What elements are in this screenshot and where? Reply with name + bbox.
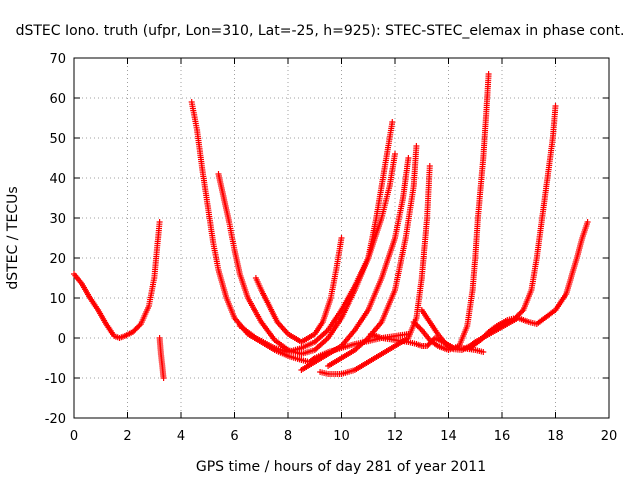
x-tick-label: 14	[440, 429, 457, 444]
y-tick-label: 40	[49, 172, 66, 187]
ticks	[73, 57, 610, 419]
x-tick-label: 18	[547, 429, 564, 444]
plus-point	[298, 155, 412, 373]
y-tick-label: 50	[49, 132, 66, 147]
y-tick-labels: -20 -10 0 10 20 30 40 50 60 70	[45, 52, 66, 427]
chart-title: dSTEC Iono. truth (ufpr, Lon=310, Lat=-2…	[16, 23, 625, 39]
y-tick-label: -10	[45, 372, 66, 387]
y-axis-label: dSTEC / TECUs	[5, 186, 21, 289]
series-arc13	[466, 103, 559, 351]
x-axis-label: GPS time / hours of day 281 of year 2011	[196, 459, 486, 475]
series-arc7	[298, 155, 412, 373]
x-tick-label: 4	[177, 429, 185, 444]
plus-point	[252, 235, 345, 345]
x-tick-label: 12	[387, 429, 404, 444]
plus-point	[215, 119, 396, 357]
x-tick-labels: 0 2 4 6 8 10 12 14 16 18 20	[70, 429, 617, 444]
x-tick-label: 2	[123, 429, 131, 444]
plus-point	[466, 103, 559, 351]
y-tick-label: 20	[49, 252, 66, 267]
x-tick-label: 8	[284, 429, 292, 444]
plus-point	[71, 219, 163, 341]
series-arc4	[215, 119, 396, 357]
plus-point	[236, 151, 398, 355]
y-tick-label: 30	[49, 212, 66, 227]
y-tick-label: 70	[49, 52, 66, 67]
y-tick-label: 10	[49, 292, 66, 307]
series-arc11	[418, 219, 591, 353]
series-arc12	[410, 71, 492, 353]
x-tick-label: 10	[333, 429, 350, 444]
y-tick-label: 60	[49, 92, 66, 107]
plus-point	[410, 71, 492, 353]
y-tick-label: -20	[45, 412, 66, 427]
y-tick-label: 0	[58, 332, 66, 347]
series-arc8	[325, 143, 420, 369]
plus-point	[418, 219, 591, 353]
plus-point	[325, 143, 420, 369]
data-marks	[71, 71, 591, 381]
plus-point	[156, 335, 167, 381]
x-tick-label: 16	[494, 429, 511, 444]
series-arc6	[236, 151, 398, 355]
x-tick-label: 6	[230, 429, 238, 444]
series-arc1	[71, 219, 163, 341]
x-tick-label: 20	[601, 429, 618, 444]
series-arc2	[156, 335, 167, 381]
x-tick-label: 0	[70, 429, 78, 444]
series-arc5	[252, 235, 345, 345]
